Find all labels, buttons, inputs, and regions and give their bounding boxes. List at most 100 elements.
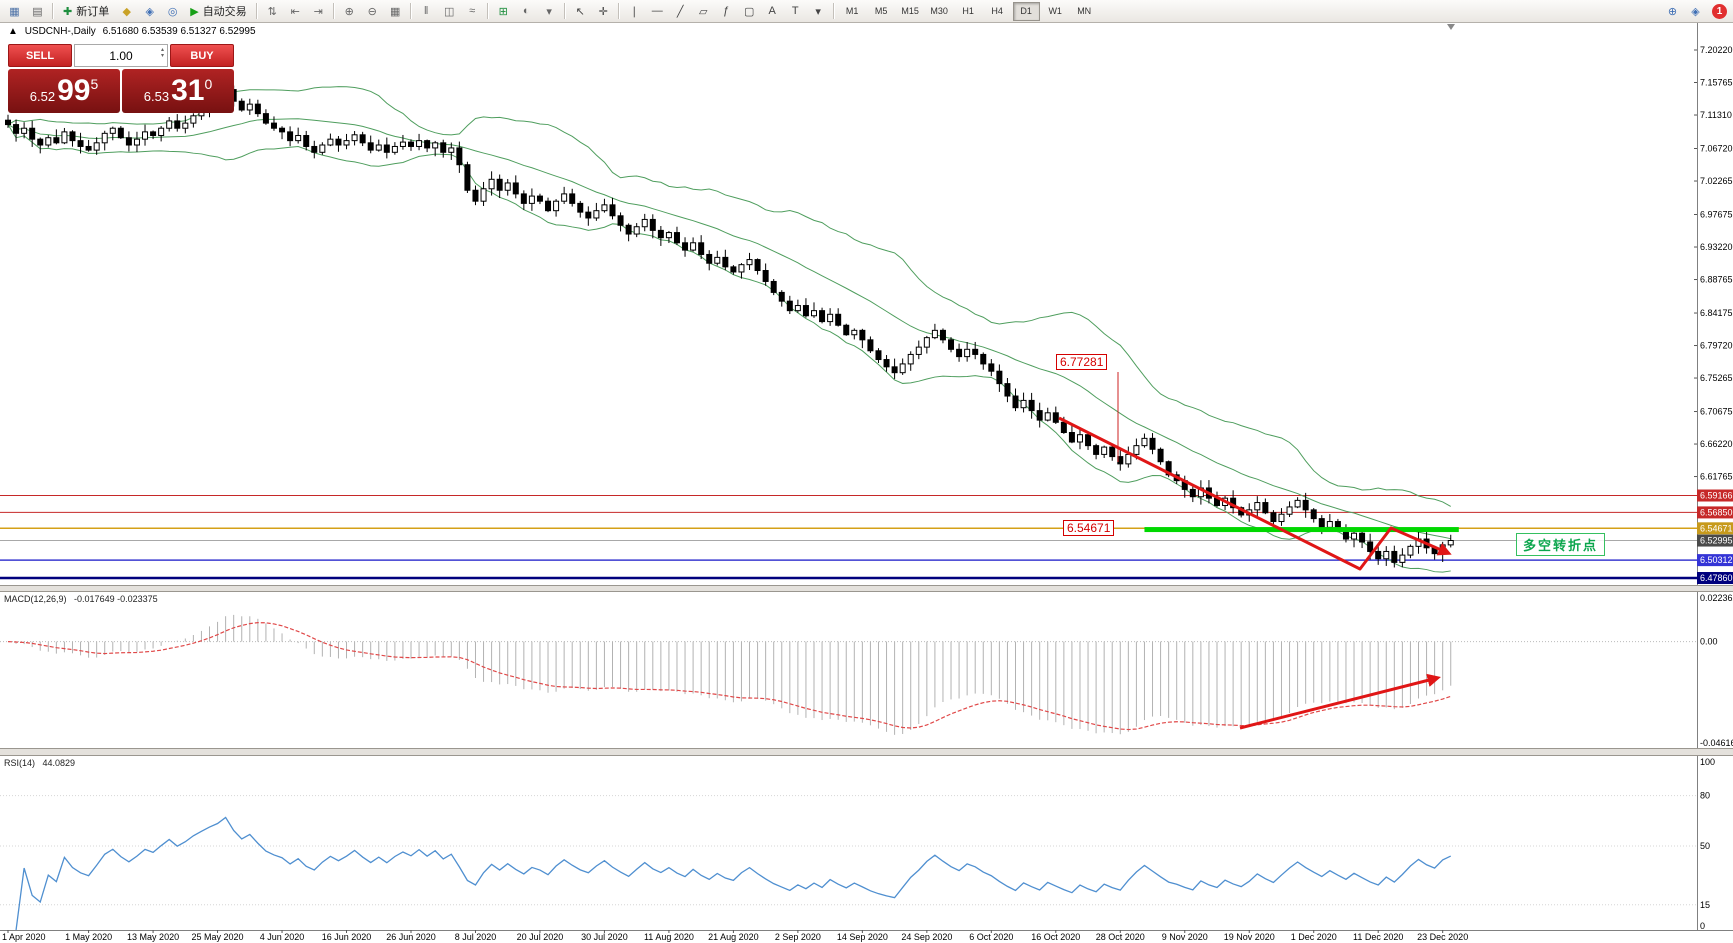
timeframe-m30[interactable]: M30 bbox=[930, 6, 948, 16]
buy-price-display[interactable]: 6.53 31 0 bbox=[122, 69, 234, 113]
price-callout-677281[interactable]: 6.77281 bbox=[1056, 354, 1108, 370]
trendline-icon[interactable]: ╱ bbox=[669, 2, 692, 21]
buy-price-big: 31 bbox=[171, 74, 205, 107]
line-chart-icon[interactable]: ≈ bbox=[461, 2, 484, 21]
candlestick-icon[interactable]: ◫ bbox=[438, 2, 461, 21]
toolbar-separator bbox=[52, 3, 54, 19]
symbol-ohlc: 6.51680 6.53539 6.51327 6.52995 bbox=[102, 26, 256, 37]
add-indicator-icon[interactable]: ⊞ bbox=[492, 2, 515, 21]
tile-windows-icon[interactable]: ▦ bbox=[384, 2, 407, 21]
sell-price-display[interactable]: 6.52 99 5 bbox=[8, 69, 120, 113]
community-icon[interactable]: ◈ bbox=[1684, 2, 1707, 21]
channel-icon[interactable]: ▱ bbox=[692, 2, 715, 21]
buy-price-small: 6.53 bbox=[143, 88, 170, 104]
text-label-icon[interactable]: T bbox=[784, 2, 807, 21]
sell-price-sup: 5 bbox=[90, 76, 99, 92]
bar-chart-icon[interactable]: ‖ bbox=[415, 2, 438, 21]
new-chart-icon[interactable]: ▦ bbox=[3, 2, 26, 21]
cursor-icon[interactable]: ↖ bbox=[569, 2, 592, 21]
auto-scroll-icon[interactable]: ⇥ bbox=[307, 2, 330, 21]
turning-point-note[interactable]: 多空转折点 bbox=[1516, 533, 1606, 556]
date-label: 21 Aug 2020 bbox=[708, 932, 759, 942]
vertical-line-icon: ∣ bbox=[631, 5, 637, 18]
window-list-icon[interactable]: ▤ bbox=[26, 2, 49, 21]
sell-button[interactable]: SELL bbox=[8, 44, 72, 67]
date-label: 1 May 2020 bbox=[65, 932, 112, 942]
volume-spinner[interactable]: ▴ ▾ bbox=[160, 47, 164, 59]
autotrading-button[interactable]: ▶ 自动交易 bbox=[184, 2, 252, 21]
cursor-icon: ↖ bbox=[575, 5, 585, 18]
notification-badge[interactable]: 1 bbox=[1712, 3, 1727, 19]
panel-separator[interactable] bbox=[0, 585, 1733, 592]
date-label: 16 Jun 2020 bbox=[322, 932, 372, 942]
vertical-line-icon[interactable]: ∣ bbox=[623, 2, 646, 21]
macd-indicator-label: MACD(12,26,9) -0.017649 -0.023375 bbox=[4, 594, 163, 604]
crosshair-icon[interactable]: ✛ bbox=[592, 2, 615, 21]
rsi-scale-label: 15 bbox=[1700, 900, 1710, 910]
text-label-icon: T bbox=[791, 5, 799, 17]
chart-collapse-icon[interactable]: ▲ bbox=[8, 26, 18, 37]
timeframe-mn[interactable]: MN bbox=[1077, 6, 1092, 16]
zoom-out-icon: ⊖ bbox=[367, 5, 377, 18]
price-badge-label: 6.54671 bbox=[1700, 523, 1733, 533]
timeframe-h4[interactable]: H4 bbox=[991, 6, 1003, 16]
macd-signal-line bbox=[7, 622, 1451, 731]
trend-arrow-macd[interactable] bbox=[1239, 673, 1441, 730]
price-axis-label: 7.06720 bbox=[1700, 144, 1733, 154]
market-watch-icon[interactable]: ◆ bbox=[115, 2, 138, 21]
templates-dropdown-icon[interactable]: ▾ bbox=[538, 2, 561, 21]
chart-shift-marker[interactable] bbox=[1447, 24, 1455, 30]
chart-shift-icon[interactable]: ⇤ bbox=[284, 2, 307, 21]
chart-profile-icon[interactable]: ⇅ bbox=[261, 2, 284, 21]
new-order-button[interactable]: ✚ 新订单 bbox=[57, 2, 115, 21]
timeframe-m5[interactable]: M5 bbox=[874, 6, 888, 16]
price-badge bbox=[1697, 534, 1733, 547]
channel-icon: ▱ bbox=[698, 5, 708, 18]
price-axis[interactable]: 7.20220 7.15765 7.11310 7.06720 7.02265 6.976… bbox=[1694, 22, 1733, 943]
data-window-icon[interactable]: ◈ bbox=[138, 2, 161, 21]
date-label: 13 May 2020 bbox=[127, 932, 179, 942]
zoom-out-icon[interactable]: ⊖ bbox=[361, 2, 384, 21]
volume-value: 1.00 bbox=[109, 48, 133, 63]
zoom-in-icon[interactable]: ⊕ bbox=[338, 2, 361, 21]
time-axis[interactable]: 1 Apr 2020 1 May 2020 13 May 2020 25 May 20… bbox=[0, 930, 1733, 942]
timeframe-w1[interactable]: W1 bbox=[1048, 6, 1062, 16]
timeframe-m1[interactable]: M1 bbox=[845, 6, 859, 16]
fibonacci-icon[interactable]: ƒ bbox=[715, 2, 738, 21]
objects-dropdown-icon[interactable]: ▾ bbox=[807, 2, 830, 21]
timeframe-d1[interactable]: D1 bbox=[1012, 1, 1040, 21]
date-label: 19 Nov 2020 bbox=[1224, 932, 1275, 942]
trend-arrow-main[interactable] bbox=[1058, 416, 1452, 571]
horizontal-line-icon[interactable]: ― bbox=[646, 2, 669, 21]
search-icon[interactable]: ⊕ bbox=[1661, 2, 1684, 21]
rsi-scale-label: 0 bbox=[1700, 921, 1705, 931]
rsi-name: RSI(14) bbox=[4, 758, 36, 768]
period-icon[interactable]: ◐ bbox=[515, 2, 538, 21]
toolbar-separator bbox=[617, 3, 620, 19]
date-label: 2 Sep 2020 bbox=[775, 932, 821, 942]
date-label: 1 Apr 2020 bbox=[2, 932, 46, 942]
trendline-icon: ╱ bbox=[676, 5, 684, 18]
macd-panel[interactable] bbox=[0, 614, 1697, 735]
price-callout-654671[interactable]: 6.54671 bbox=[1063, 520, 1115, 536]
text-icon[interactable]: A bbox=[761, 2, 784, 21]
timeframe-m15[interactable]: M15 bbox=[901, 6, 919, 16]
chart-background bbox=[0, 22, 1733, 943]
price-axis-label: 6.75265 bbox=[1700, 373, 1733, 383]
date-label: 14 Sep 2020 bbox=[837, 932, 888, 942]
date-label: 30 Jul 2020 bbox=[581, 932, 628, 942]
support-line[interactable] bbox=[1144, 527, 1459, 533]
navigator-icon[interactable]: ◎ bbox=[161, 2, 184, 21]
timeframe-h1[interactable]: H1 bbox=[962, 6, 974, 16]
macd-scale-label: 0.022362 bbox=[1700, 593, 1733, 603]
panel-separator[interactable] bbox=[0, 748, 1733, 756]
symbol-title: USDCNH-,Daily bbox=[24, 26, 96, 37]
window-list-icon: ▤ bbox=[32, 5, 43, 18]
macd-name: MACD(12,26,9) bbox=[4, 594, 67, 604]
shapes-icon[interactable]: ▢ bbox=[738, 2, 761, 21]
volume-input[interactable]: 1.00 ▴ ▾ bbox=[74, 44, 168, 67]
buy-button[interactable]: BUY bbox=[170, 44, 234, 67]
main-chart-canvas[interactable] bbox=[0, 83, 1697, 580]
rsi-panel[interactable] bbox=[0, 795, 1697, 931]
